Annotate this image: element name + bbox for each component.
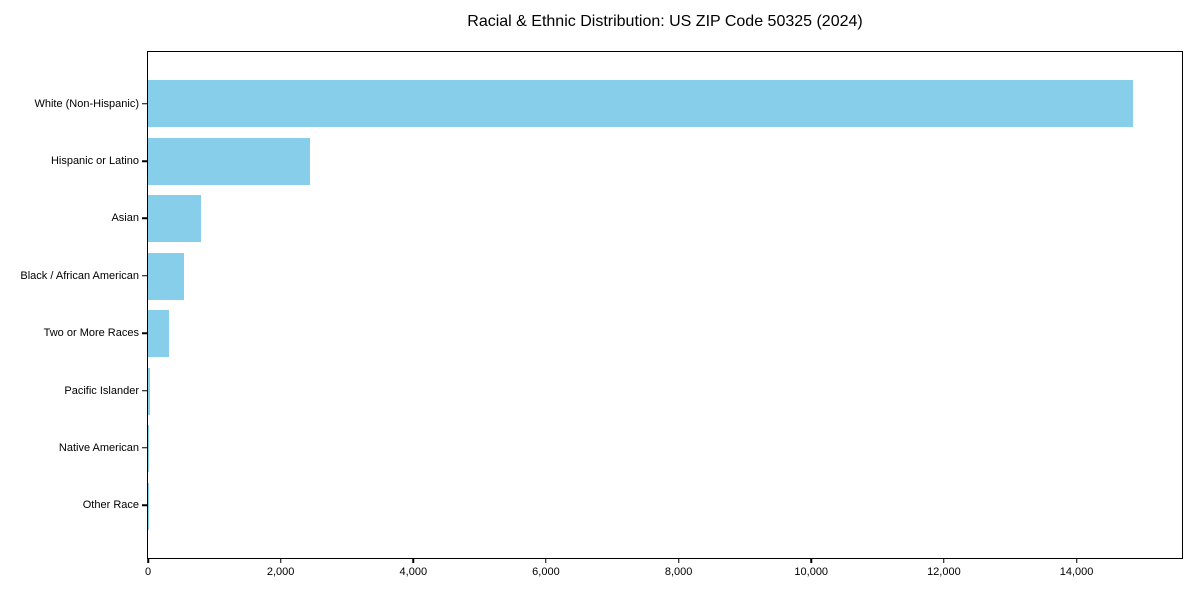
x-axis-tick-label: 10,000	[794, 566, 829, 578]
x-axis-tick-label: 4,000	[399, 566, 428, 578]
y-axis-tick	[141, 217, 147, 220]
y-axis-label: Hispanic or Latino	[50, 155, 139, 168]
y-axis-tick	[141, 102, 147, 105]
bar	[148, 367, 150, 415]
bar	[148, 137, 310, 185]
x-axis-tick-label: 6,000	[532, 566, 560, 578]
bar	[148, 80, 1133, 128]
bar	[148, 252, 185, 300]
x-axis-tick	[677, 558, 680, 563]
bar	[148, 310, 169, 358]
x-axis-tick-label: 2,000	[266, 566, 295, 578]
x-axis-tick-label: 12,000	[927, 566, 961, 578]
y-axis-tick	[141, 160, 147, 162]
x-axis-tick-label: 8,000	[664, 566, 693, 578]
y-axis-label: Native American	[58, 441, 139, 454]
chart-title: Racial & Ethnic Distribution: US ZIP Cod…	[467, 13, 863, 30]
x-axis-tick	[1075, 558, 1078, 563]
bar-row	[148, 420, 1182, 478]
x-axis-tick-label: 14,000	[1059, 566, 1094, 578]
bar	[148, 195, 202, 243]
bar-rows-container	[148, 52, 1182, 558]
bar-row	[148, 75, 1182, 133]
bar-row	[148, 133, 1182, 191]
bar-row	[148, 478, 1182, 536]
x-axis-tick	[412, 558, 415, 563]
x-axis-tick	[279, 558, 282, 563]
y-axis-tick	[141, 275, 147, 277]
y-axis-label: Black / African American	[20, 269, 139, 282]
bar-row	[148, 248, 1182, 306]
bar	[148, 425, 150, 473]
y-axis-tick	[141, 504, 147, 507]
bar	[148, 482, 149, 530]
x-axis-tick	[943, 558, 945, 563]
y-axis-tick	[141, 332, 147, 334]
y-axis-label: Pacific Islander	[64, 384, 139, 397]
x-axis-tick	[810, 558, 812, 563]
y-axis-label: Other Race	[82, 499, 139, 512]
x-axis-tick	[545, 558, 547, 563]
plot-area: White (Non-Hispanic) Hispanic or Latino As…	[20, 51, 1183, 578]
bar-row	[148, 363, 1182, 421]
bar-row	[148, 305, 1182, 363]
x-axis-tick	[147, 558, 149, 563]
y-axis-label: Two or More Races	[43, 327, 139, 340]
bar-row	[148, 190, 1182, 248]
y-axis-label: Asian	[111, 212, 139, 225]
y-axis-tick	[141, 447, 147, 449]
y-axis-label: White (Non-Hispanic)	[34, 97, 139, 110]
y-axis-tick	[141, 389, 147, 392]
x-axis-tick-label: 0	[144, 566, 152, 578]
